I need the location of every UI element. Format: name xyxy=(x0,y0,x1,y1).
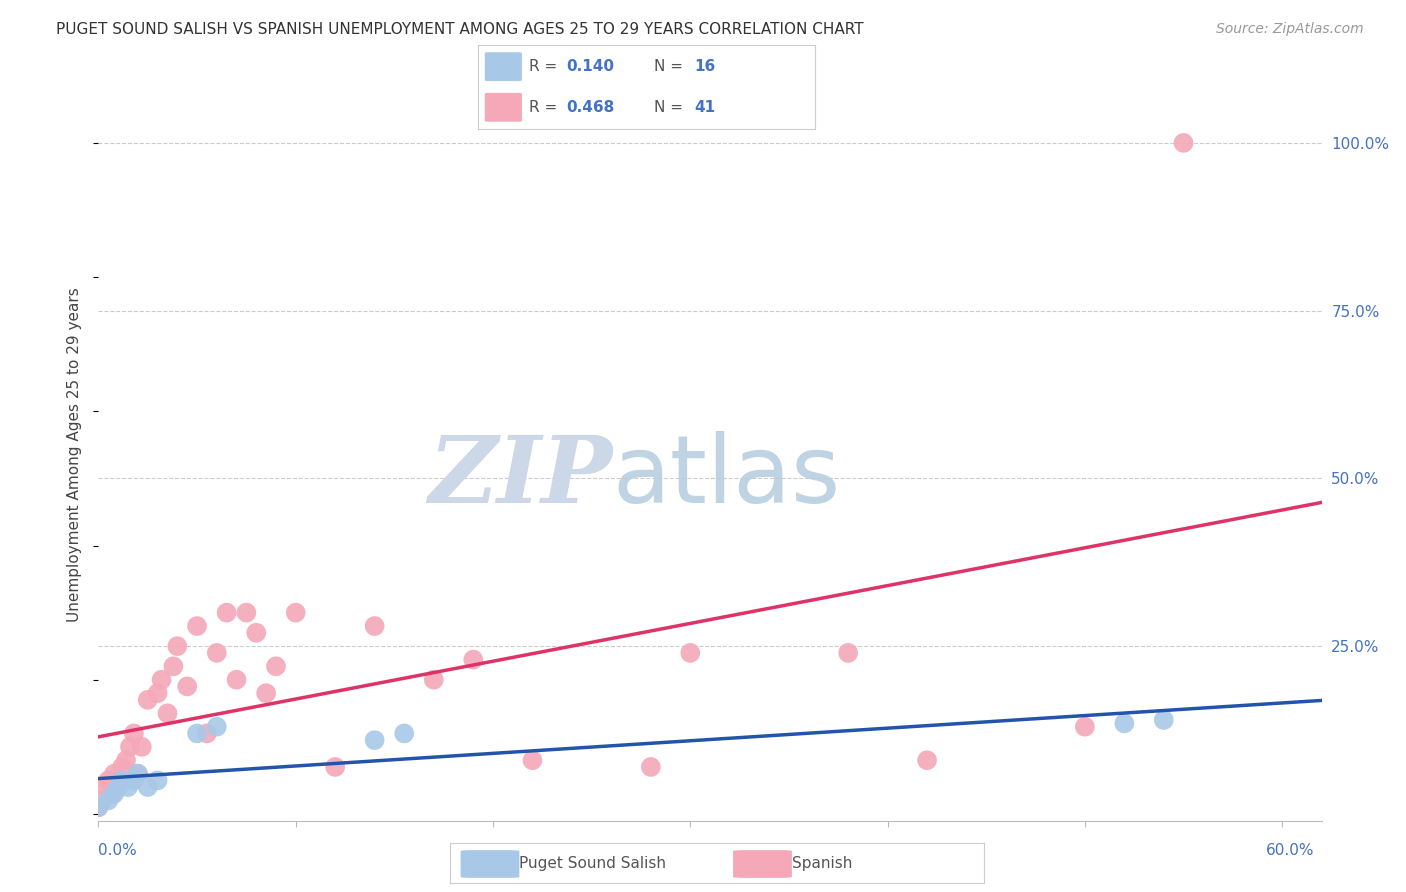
Point xyxy=(117,780,139,794)
Point xyxy=(103,787,125,801)
Text: Puget Sound Salish: Puget Sound Salish xyxy=(519,855,666,871)
Text: 16: 16 xyxy=(695,59,716,74)
Point xyxy=(97,773,120,788)
Point xyxy=(107,773,129,788)
Point xyxy=(107,780,129,794)
Point xyxy=(186,619,208,633)
Point xyxy=(115,753,138,767)
Point xyxy=(195,726,218,740)
Text: N =: N = xyxy=(654,100,688,115)
Point xyxy=(150,673,173,687)
Point xyxy=(225,673,247,687)
Point xyxy=(101,787,124,801)
Text: R =: R = xyxy=(529,59,562,74)
Point xyxy=(205,720,228,734)
Text: 41: 41 xyxy=(695,100,716,115)
Point xyxy=(136,780,159,794)
FancyBboxPatch shape xyxy=(485,53,522,81)
Point xyxy=(118,739,141,754)
Point xyxy=(363,733,385,747)
Text: 60.0%: 60.0% xyxy=(1267,843,1315,858)
Point xyxy=(162,659,184,673)
Point xyxy=(1153,713,1175,727)
Text: 0.0%: 0.0% xyxy=(98,843,138,858)
Point xyxy=(146,773,169,788)
Point xyxy=(131,739,153,754)
Point xyxy=(96,780,118,794)
Point xyxy=(1173,136,1195,150)
Text: atlas: atlas xyxy=(612,431,841,523)
Point xyxy=(235,606,257,620)
Point xyxy=(87,800,110,814)
Point xyxy=(423,673,446,687)
Point xyxy=(127,766,149,780)
Point xyxy=(87,800,110,814)
Point xyxy=(122,726,145,740)
Y-axis label: Unemployment Among Ages 25 to 29 years: Unemployment Among Ages 25 to 29 years xyxy=(67,287,83,623)
Point xyxy=(156,706,179,721)
Point xyxy=(837,646,859,660)
Text: N =: N = xyxy=(654,59,688,74)
Point xyxy=(111,760,134,774)
Point xyxy=(1074,720,1097,734)
Point xyxy=(136,693,159,707)
Point xyxy=(254,686,277,700)
Point xyxy=(91,793,114,807)
Point xyxy=(245,625,267,640)
Point xyxy=(522,753,544,767)
Point xyxy=(176,680,198,694)
Text: 0.140: 0.140 xyxy=(565,59,614,74)
FancyBboxPatch shape xyxy=(733,850,792,878)
Text: ZIP: ZIP xyxy=(427,432,612,522)
Point xyxy=(284,606,307,620)
Point xyxy=(205,646,228,660)
Point xyxy=(363,619,385,633)
Point xyxy=(679,646,702,660)
Point xyxy=(215,606,238,620)
Text: PUGET SOUND SALISH VS SPANISH UNEMPLOYMENT AMONG AGES 25 TO 29 YEARS CORRELATION: PUGET SOUND SALISH VS SPANISH UNEMPLOYME… xyxy=(56,22,863,37)
FancyBboxPatch shape xyxy=(485,93,522,121)
Point xyxy=(264,659,287,673)
Point xyxy=(323,760,346,774)
Point xyxy=(463,652,485,666)
Point xyxy=(111,773,134,788)
Text: R =: R = xyxy=(529,100,562,115)
Point xyxy=(103,766,125,780)
Point xyxy=(640,760,662,774)
Point xyxy=(186,726,208,740)
Point xyxy=(122,773,145,788)
Point xyxy=(127,766,149,780)
Text: Source: ZipAtlas.com: Source: ZipAtlas.com xyxy=(1216,22,1364,37)
Point xyxy=(1114,716,1136,731)
Point xyxy=(915,753,938,767)
Text: Spanish: Spanish xyxy=(792,855,852,871)
Point xyxy=(392,726,416,740)
Text: 0.468: 0.468 xyxy=(565,100,614,115)
Point xyxy=(146,686,169,700)
Point xyxy=(97,793,120,807)
Point xyxy=(166,639,188,653)
FancyBboxPatch shape xyxy=(461,850,519,878)
